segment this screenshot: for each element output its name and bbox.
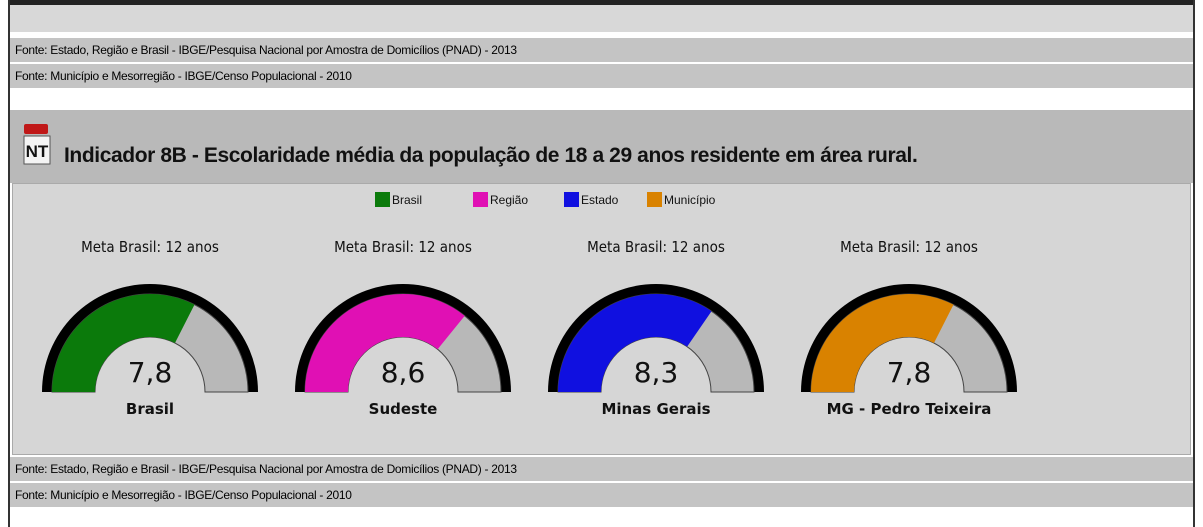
gauge-value-label: 8,3 [634, 356, 679, 389]
legend-label: Município [664, 193, 716, 207]
icon-label: NT [26, 142, 49, 161]
legend-label: Brasil [392, 193, 422, 207]
page: Fonte: Estado, Região e Brasil - IBGE/Pe… [8, 0, 1195, 527]
gauge-value [52, 294, 195, 392]
source-line: Fonte: Município e Mesorregião - IBGE/Ce… [10, 483, 1193, 507]
legend-swatch [647, 192, 662, 207]
indicator-header: NT Indicador 8B - Escolaridade média da … [10, 110, 1193, 183]
gauge-name: Brasil [126, 400, 174, 418]
gauge-value-label: 7,8 [128, 356, 173, 389]
source-line: Fonte: Município e Mesorregião - IBGE/Ce… [10, 64, 1193, 88]
gauge-target: Meta Brasil: 12 anos [587, 238, 725, 256]
legend-swatch [375, 192, 390, 207]
gauge-target: Meta Brasil: 12 anos [840, 238, 978, 256]
source-line: Fonte: Estado, Região e Brasil - IBGE/Pe… [10, 38, 1193, 62]
gauge-value [811, 293, 954, 392]
legend-swatch [564, 192, 579, 207]
legend-swatch [473, 192, 488, 207]
gauge-name: Minas Gerais [601, 400, 710, 418]
gauge-name: MG - Pedro Teixeira [827, 400, 992, 418]
source-line: Fonte: Estado, Região e Brasil - IBGE/Pe… [10, 457, 1193, 481]
gauges: Brasil Região Estado Município Meta Brasil: … [42, 192, 1017, 418]
indicator-title: Indicador 8B - Escolaridade média da pop… [64, 144, 918, 167]
gauge-value [558, 294, 712, 392]
nt-icon: NT [23, 124, 51, 165]
gauge-target: Meta Brasil: 12 anos [81, 238, 219, 256]
gauge-value-label: 7,8 [887, 356, 932, 389]
gauge-value [305, 294, 465, 392]
gauge-name: Sudeste [369, 400, 438, 418]
gauge-target: Meta Brasil: 12 anos [334, 238, 472, 256]
legend-label: Estado [581, 193, 619, 207]
gauge-panel: Brasil Região Estado Município Meta Brasil: … [12, 183, 1191, 455]
gauge-value-label: 8,6 [381, 356, 426, 389]
legend-label: Região [490, 193, 528, 207]
top-bar [10, 0, 1193, 32]
